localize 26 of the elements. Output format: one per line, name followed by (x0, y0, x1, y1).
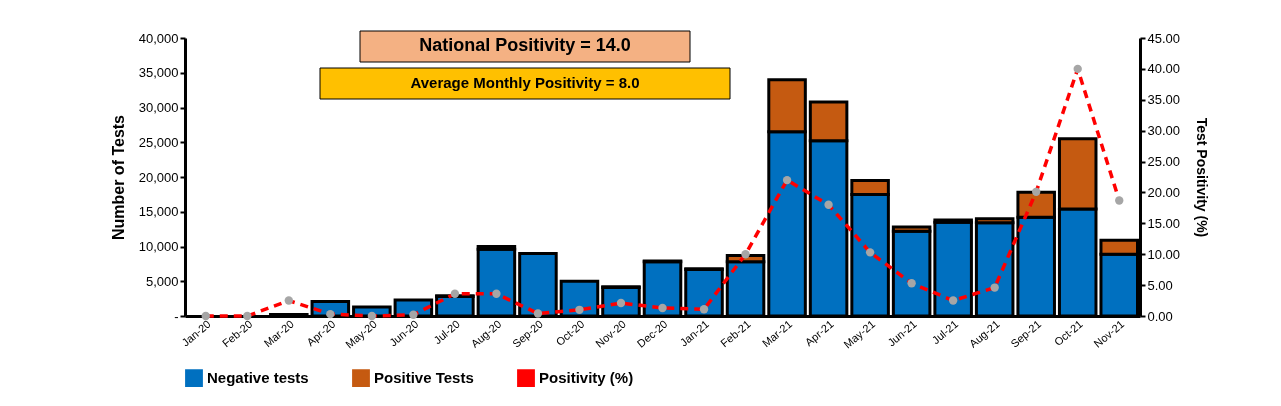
legend-label: Positivity (%) (539, 369, 634, 387)
y2-tick-label: 25.00 (1147, 154, 1181, 170)
y-axis-title: Number of Tests (109, 114, 127, 241)
y2-tick-label: 20.00 (1147, 184, 1181, 200)
y2-tick-label: 10.00 (1147, 246, 1181, 262)
y-tick-label: 5,000 (145, 273, 179, 289)
y2-axis-title: Test Positivity (%) (1194, 117, 1211, 238)
y2-tick-label: 5.00 (1147, 277, 1173, 293)
y-tick-label: - (174, 308, 179, 324)
annotation: National Positivity = 14.0 (419, 35, 631, 55)
y-tick-label: 15,000 (138, 204, 179, 220)
y2-tick-label: 15.00 (1147, 215, 1181, 231)
y-tick-label: 25,000 (138, 134, 179, 150)
y-tick-label: 35,000 (138, 65, 179, 81)
y2-tick-label: 45.00 (1147, 30, 1181, 46)
y-tick-label: 40,000 (138, 30, 179, 46)
y2-tick-label: 35.00 (1147, 92, 1181, 108)
y2-tick-label: 0.00 (1147, 308, 1173, 324)
y-tick-label: 10,000 (138, 239, 179, 254)
annotation: Average Monthly Positivity = 8.0 (410, 74, 640, 91)
y2-tick-label: 30.00 (1147, 123, 1181, 139)
y-tick-label: 20,000 (138, 169, 179, 185)
y2-tick-label: 40.00 (1147, 61, 1181, 77)
y-tick-label: 30,000 (138, 100, 179, 115)
legend-label: Negative tests (207, 369, 309, 387)
legend-label: Positive Tests (374, 369, 474, 387)
